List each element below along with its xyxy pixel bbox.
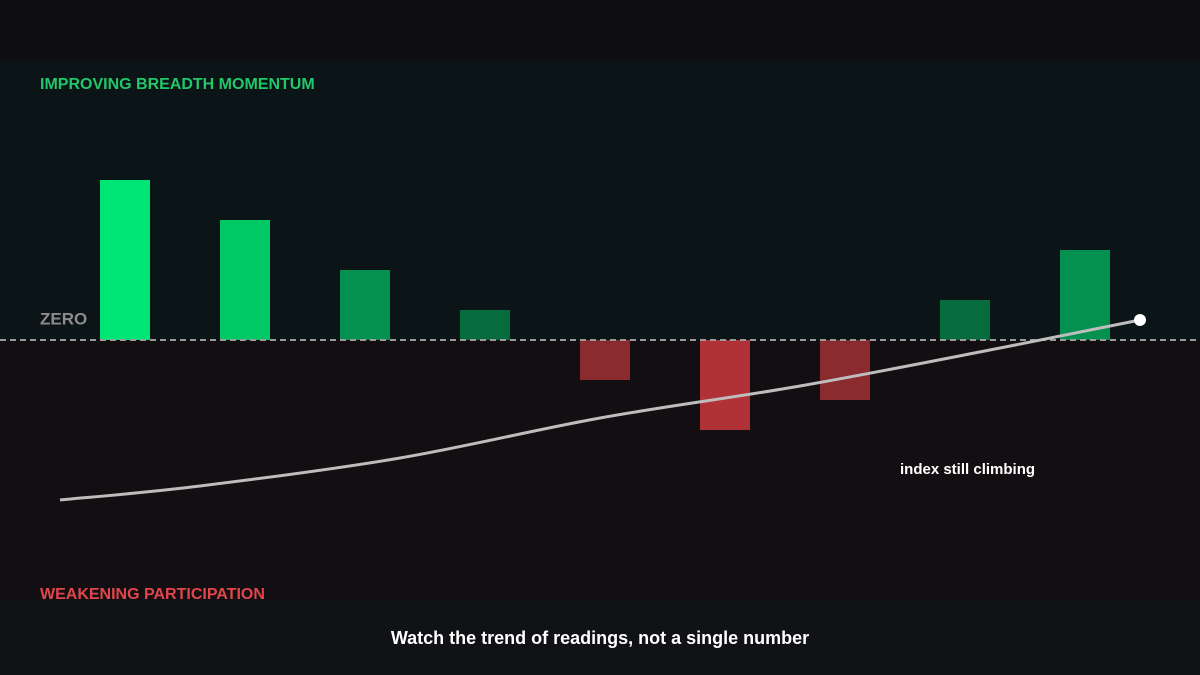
- caption: Watch the trend of readings, not a singl…: [391, 628, 809, 648]
- index-end-dot: [1134, 314, 1146, 326]
- bar: [1060, 250, 1110, 340]
- bar: [100, 180, 150, 340]
- bar: [460, 310, 510, 340]
- bar: [700, 340, 750, 430]
- bar: [340, 270, 390, 340]
- bar: [220, 220, 270, 340]
- annotation: index still climbing: [900, 461, 1035, 478]
- index-line: [59, 318, 1141, 502]
- bar: [940, 300, 990, 340]
- lower-region: [0, 340, 1200, 600]
- lower-label: WEAKENING PARTICIPATION: [40, 586, 265, 603]
- upper-region: [0, 60, 1200, 340]
- top-band: [0, 0, 1200, 60]
- caption-band: [0, 600, 1200, 675]
- upper-label: IMPROVING BREADTH MOMENTUM: [40, 76, 315, 93]
- bar: [820, 340, 870, 400]
- bar: [580, 340, 630, 380]
- zero-label: ZERO: [40, 309, 87, 328]
